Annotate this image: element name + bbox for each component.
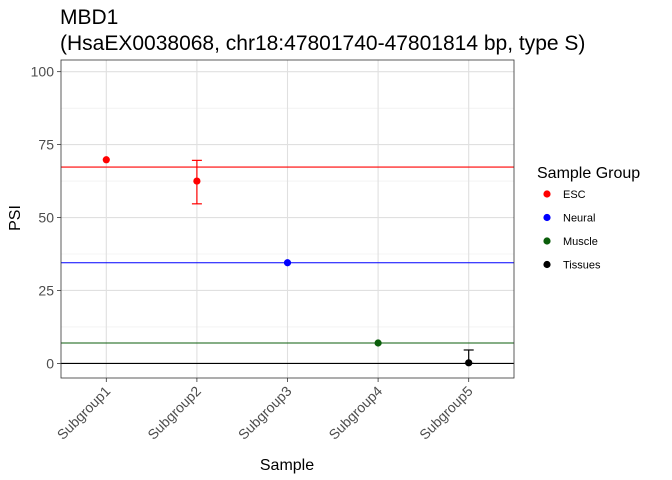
x-axis-title: Sample <box>260 457 314 474</box>
legend-key <box>543 237 551 245</box>
legend-key <box>543 213 551 222</box>
y-tick-label: 50 <box>38 210 54 226</box>
y-tick-label: 75 <box>38 137 54 153</box>
legend-item-tissues: Tissues <box>543 260 601 272</box>
data-point <box>374 339 382 347</box>
legend: Sample Group ESC Neural Muscle Tissues <box>537 165 640 272</box>
chart-subtitle: (HsaEX0038068, chr18:47801740-47801814 b… <box>60 32 585 55</box>
legend-label: Muscle <box>563 236 598 248</box>
legend-label: Neural <box>563 213 595 225</box>
legend-title: Sample Group <box>537 165 640 182</box>
y-tick-label: 0 <box>46 355 54 371</box>
error-bars <box>191 159 474 365</box>
y-tick-label: 25 <box>38 282 54 298</box>
grid <box>61 60 514 378</box>
legend-label: Tissues <box>563 260 601 272</box>
x-axis-ticks: Subgroup1 Subgroup2 Subgroup3 Subgroup4 Subg… <box>54 378 476 443</box>
x-tick-label: Subgroup2 <box>144 383 204 443</box>
legend-item-muscle: Muscle <box>543 236 598 248</box>
data-points <box>102 156 473 367</box>
y-axis-ticks: 0 25 50 75 100 <box>31 64 61 371</box>
legend-key <box>543 260 551 269</box>
legend-key <box>543 190 551 198</box>
chart-title: MBD1 <box>60 6 118 29</box>
y-tick-label: 100 <box>31 64 55 80</box>
x-tick-label: Subgroup5 <box>416 383 476 443</box>
data-point <box>283 259 292 267</box>
x-tick-label: Subgroup1 <box>54 383 114 443</box>
data-point <box>102 156 110 164</box>
legend-item-esc: ESC <box>543 189 586 201</box>
legend-item-neural: Neural <box>543 213 595 225</box>
y-axis-title: PSI <box>7 205 24 231</box>
x-tick-label: Subgroup3 <box>235 383 295 443</box>
legend-label: ESC <box>563 189 586 201</box>
data-point <box>193 177 201 185</box>
x-tick-label: Subgroup4 <box>325 383 385 443</box>
data-point <box>465 359 473 367</box>
